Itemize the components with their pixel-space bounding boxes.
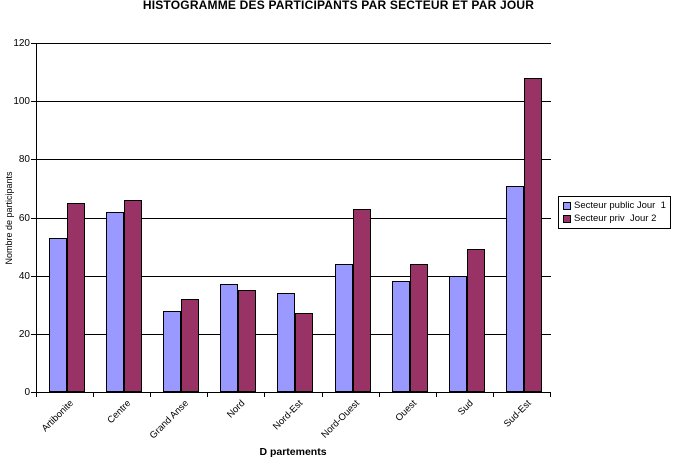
x-category-label-text: Centre (105, 398, 134, 426)
y-tick-label: 120 (13, 38, 30, 49)
bar-nord-est-s1 (277, 293, 295, 392)
x-category-label-text: Sud (456, 398, 477, 418)
y-tick-label: 20 (18, 329, 30, 340)
bar-grand-anse-s1 (163, 311, 181, 392)
plot-area (36, 43, 551, 393)
gridline-40 (37, 276, 551, 277)
gridline-120 (37, 43, 551, 44)
legend-label: Secteur public Jour 1 (574, 200, 666, 211)
bar-sud-s2 (467, 249, 485, 392)
chart-title: HISTOGRAMME DES PARTICIPANTS PAR SECTEUR… (142, 0, 535, 12)
x-category-label-text: Nord-Est (270, 398, 305, 433)
bar-ouest-s1 (392, 281, 410, 392)
x-axis-title: D partements (259, 446, 327, 458)
y-tick (31, 159, 36, 160)
legend-item-1: Secteur public Jour 1 (563, 201, 666, 211)
y-tick (31, 276, 36, 277)
x-tick (322, 392, 323, 397)
x-tick (550, 392, 551, 397)
x-tick (36, 392, 37, 397)
x-category-label-text: Ouest (393, 398, 419, 424)
legend-swatch (563, 215, 571, 223)
y-tick (31, 43, 36, 44)
bar-centre-s2 (124, 200, 142, 392)
bar-grand-anse-s2 (181, 299, 199, 392)
y-tick (31, 392, 36, 393)
gridline-100 (37, 101, 551, 102)
x-category-label-text: Nord (225, 398, 248, 421)
gridline-80 (37, 159, 551, 160)
x-tick (207, 392, 208, 397)
y-tick-label: 40 (18, 271, 30, 282)
x-tick (436, 392, 437, 397)
x-tick (150, 392, 151, 397)
legend: Secteur public Jour 1 Secteur priv Jour 2 (558, 196, 671, 229)
bar-artibonite-s1 (49, 238, 67, 392)
bar-sud-est-s1 (506, 186, 524, 392)
bar-centre-s1 (106, 212, 124, 392)
x-tick (93, 392, 94, 397)
bar-nord-s2 (238, 290, 256, 392)
legend-label: Secteur priv Jour 2 (574, 213, 657, 224)
x-category-label-text: Grand Anse (147, 398, 191, 442)
x-tick (493, 392, 494, 397)
bar-ouest-s2 (410, 264, 428, 392)
bar-nord-ouest-s2 (353, 209, 371, 392)
bar-nord-ouest-s1 (335, 264, 353, 392)
y-tick (31, 334, 36, 335)
x-category-label-text: Sud-Est (501, 398, 534, 430)
bar-nord-est-s2 (295, 313, 313, 392)
bar-sud-s1 (449, 276, 467, 392)
bar-artibonite-s2 (67, 203, 85, 392)
x-tick (264, 392, 265, 397)
gridline-60 (37, 218, 551, 219)
legend-swatch (563, 202, 571, 210)
y-tick (31, 218, 36, 219)
y-tick (31, 101, 36, 102)
bar-sud-est-s2 (524, 78, 542, 392)
x-category-label-text: Artibonite (40, 398, 77, 435)
y-tick-label: 80 (18, 154, 30, 165)
x-tick (379, 392, 380, 397)
y-tick-label: 0 (24, 387, 30, 398)
y-tick-label: 100 (13, 96, 30, 107)
y-tick-label: 60 (18, 213, 30, 224)
x-category-label-text: Nord-Ouest (319, 398, 362, 441)
bar-nord-s1 (220, 284, 238, 392)
legend-item-2: Secteur priv Jour 2 (563, 214, 666, 224)
